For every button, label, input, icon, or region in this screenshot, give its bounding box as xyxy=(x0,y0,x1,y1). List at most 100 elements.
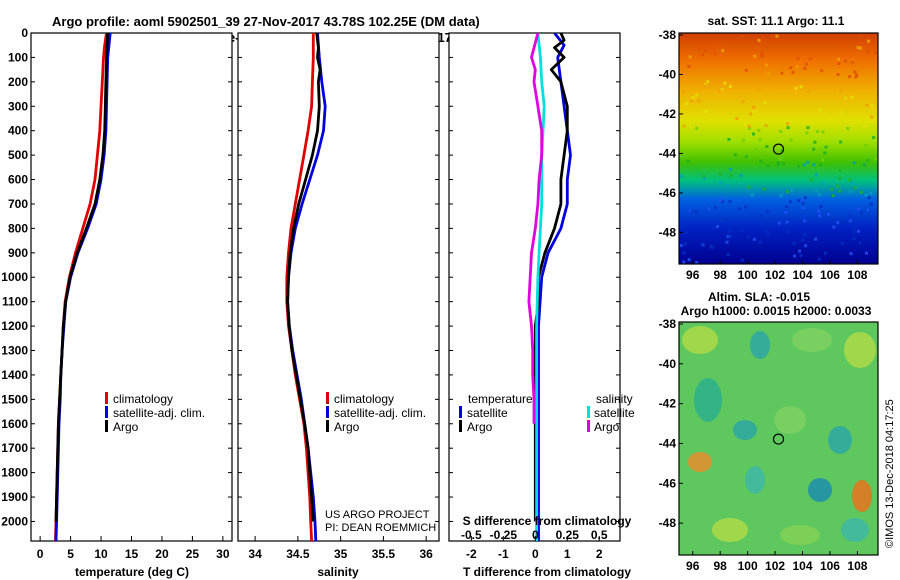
sla-anomaly xyxy=(694,378,722,422)
sst-pixel xyxy=(812,147,816,151)
depth-tick-label: 300 xyxy=(8,99,28,113)
sst-pixel xyxy=(684,242,687,246)
sst-pixel xyxy=(838,177,842,180)
sst-pixel xyxy=(785,190,789,194)
map-x-tick-label: 98 xyxy=(713,268,727,282)
depth-tick-label: 700 xyxy=(8,197,28,211)
sst-pixel xyxy=(697,47,701,51)
sla-anomaly xyxy=(844,332,876,368)
map-y-tick-label: -48 xyxy=(659,516,677,530)
sst-pixel xyxy=(797,199,801,203)
tdiff-x-tick-label: 1 xyxy=(564,547,571,561)
sst-pixel xyxy=(827,212,830,216)
legend-label-sal-satellite: satellite xyxy=(594,406,635,420)
sst-pixel xyxy=(849,190,853,193)
sst-pixel xyxy=(864,193,868,197)
sst-pixel xyxy=(805,131,809,135)
sst-pixel xyxy=(819,205,823,209)
salinity-plot-frame xyxy=(237,32,440,542)
sst-pixel xyxy=(794,86,798,90)
sst-pixel xyxy=(850,95,854,99)
sdiff-x-tick-label: 0.25 xyxy=(556,528,580,542)
sst-pixel xyxy=(729,235,733,238)
sla-anomaly xyxy=(841,518,869,542)
sst-pixel xyxy=(808,57,812,61)
sst-pixel xyxy=(803,232,807,236)
map-x-tick-label: 108 xyxy=(847,559,867,573)
sst-pixel xyxy=(721,49,725,53)
sst-pixel xyxy=(846,127,850,130)
legend-swatch-satellite-adj xyxy=(105,406,108,418)
sst-pixel xyxy=(832,225,836,229)
legend-label-climatology: climatology xyxy=(334,392,394,406)
credit-line1: US ARGO PROJECT xyxy=(325,509,430,521)
sst-pixel xyxy=(766,164,770,168)
salinity-diff-legend: salinity satellite Argo xyxy=(587,392,635,434)
sst-pixel xyxy=(839,89,843,93)
sla-anomaly xyxy=(682,326,718,354)
salinity-legend: climatology satellite-adj. clim. Argo xyxy=(326,392,426,434)
sst-pixel xyxy=(840,111,844,115)
sla-anomaly xyxy=(712,518,748,542)
depth-tick-label: 1300 xyxy=(1,344,28,358)
sst-pixel xyxy=(821,130,825,134)
sst-pixel xyxy=(690,99,694,103)
depth-tick-label: 800 xyxy=(8,221,28,235)
sst-pixel xyxy=(765,145,769,148)
legend-swatch-temp-satellite xyxy=(459,406,462,418)
sst-pixel xyxy=(797,164,801,168)
map-y-tick-label: -40 xyxy=(659,357,677,371)
sst-pixel xyxy=(814,173,818,177)
sst-pixel xyxy=(804,62,808,66)
sst-pixel xyxy=(866,50,869,54)
sst-pixel xyxy=(702,176,706,180)
legend-swatch-sal-satellite xyxy=(587,406,590,418)
sst-pixel xyxy=(718,181,722,185)
sst-pixel xyxy=(765,228,769,232)
temperature-panel: 0100200300400500600700800900100011001200… xyxy=(1,26,233,579)
sst-pixel xyxy=(733,153,737,157)
sst-pixel xyxy=(720,88,724,92)
sla-anomaly xyxy=(750,331,770,359)
sst-pixel xyxy=(680,174,684,178)
sst-pixel xyxy=(764,124,768,128)
sst-pixel xyxy=(718,39,722,43)
sst-pixel xyxy=(809,84,813,88)
sst-pixel xyxy=(760,52,764,56)
sst-pixel xyxy=(839,219,843,223)
legend-label-satellite-adj: satellite-adj. clim. xyxy=(334,406,426,420)
sst-pixel xyxy=(695,93,698,97)
sst-pixel xyxy=(726,184,729,188)
sst-pixel xyxy=(680,224,684,228)
sst-pixel xyxy=(792,241,796,245)
sst-pixel xyxy=(724,218,728,222)
sst-pixel xyxy=(821,158,825,162)
sst-pixel xyxy=(688,55,692,59)
legend-title-salinity: salinity xyxy=(596,392,633,406)
sst-pixel xyxy=(820,69,824,73)
salinity-x-tick-label: 34 xyxy=(248,547,262,561)
sst-pixel xyxy=(786,230,790,234)
sst-pixel xyxy=(773,149,777,153)
sla-map-title: Altim. SLA: -0.015 xyxy=(708,290,810,304)
sst-pixel xyxy=(788,200,792,204)
sla-map-float-marker xyxy=(772,433,785,445)
sst-pixel xyxy=(806,126,810,130)
sst-pixel xyxy=(863,164,866,168)
sst-pixel xyxy=(780,149,784,153)
sst-pixel xyxy=(801,238,805,242)
sst-pixel xyxy=(873,51,877,55)
map-x-tick-label: 102 xyxy=(765,268,785,282)
legend-swatch-satellite-adj xyxy=(326,406,329,418)
sst-pixel xyxy=(741,34,745,38)
temperature-axis-label: temperature (deg C) xyxy=(75,565,189,579)
legend-swatch-argo xyxy=(105,420,108,432)
legend-title-temperature: temperature xyxy=(468,392,533,406)
sst-pixel xyxy=(754,147,758,151)
sst-pixel xyxy=(723,81,727,85)
sst-pixel xyxy=(841,43,845,47)
sst-pixel xyxy=(773,85,777,89)
sst-pixel xyxy=(680,243,683,247)
sst-pixel xyxy=(729,174,733,177)
legend-swatch-sal-argo xyxy=(587,420,590,432)
